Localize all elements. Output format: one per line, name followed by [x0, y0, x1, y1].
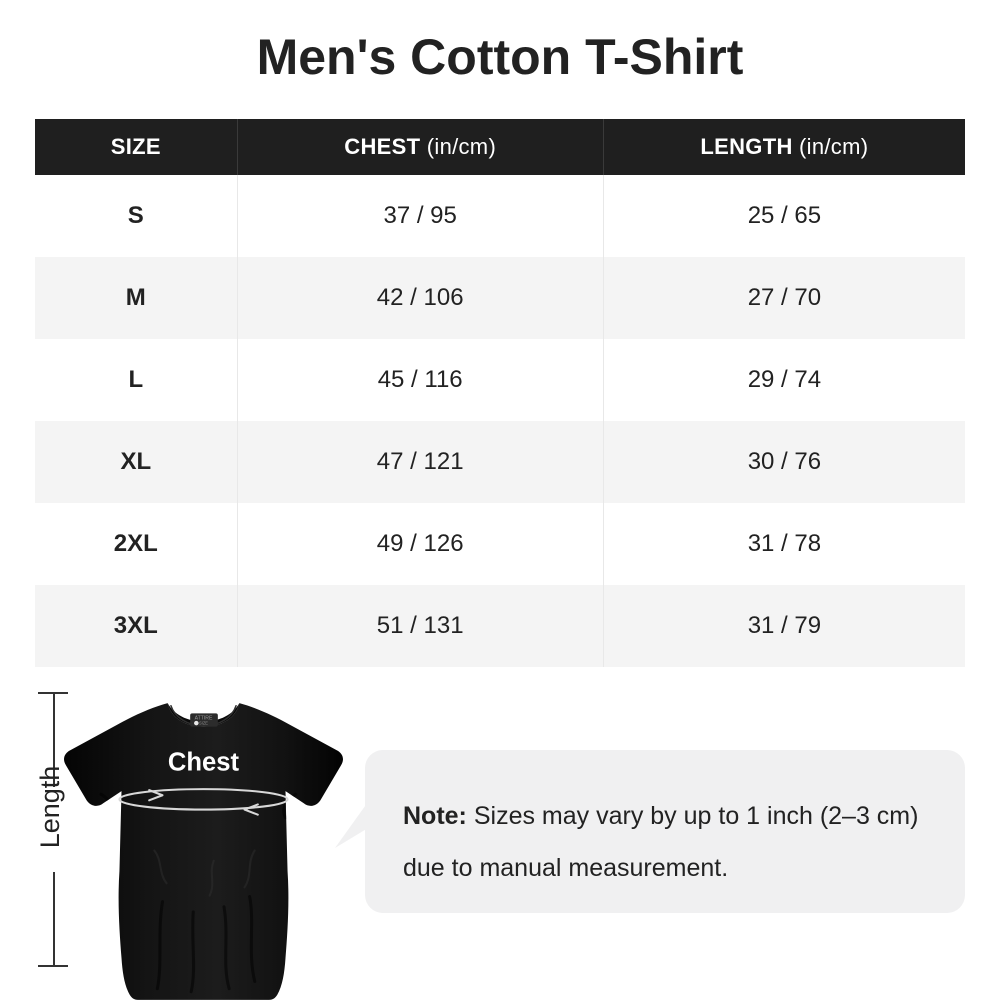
svg-text:SIZE: SIZE: [199, 721, 208, 726]
svg-text:Chest: Chest: [168, 749, 240, 777]
